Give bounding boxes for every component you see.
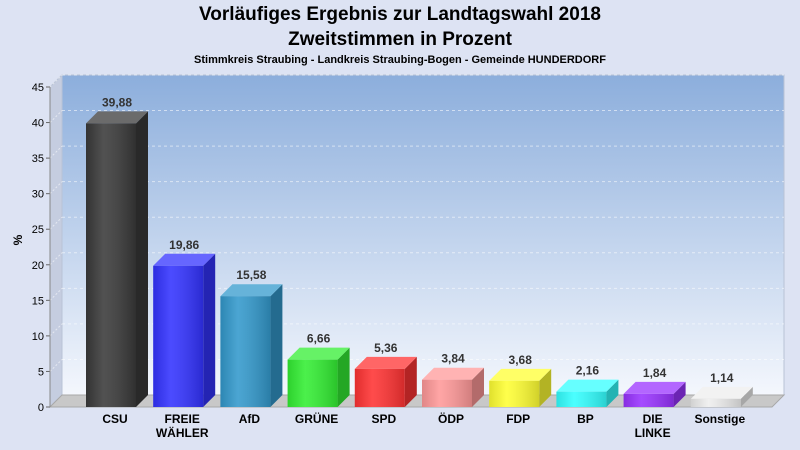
gridline-side xyxy=(49,252,63,266)
y-tick-label: 40 xyxy=(32,118,44,130)
bar-top xyxy=(623,381,686,394)
data-label: 15,58 xyxy=(236,268,266,282)
bar-top xyxy=(422,367,484,380)
data-label: 1,84 xyxy=(643,366,667,380)
x-tick-label: BP xyxy=(577,412,594,426)
y-tick-label: 0 xyxy=(38,402,44,414)
left-wall xyxy=(49,73,63,409)
x-tick-label-line: CSU xyxy=(102,412,127,426)
bar-top xyxy=(287,347,350,360)
y-tick-label: 5 xyxy=(38,366,44,378)
bar-shading xyxy=(153,265,204,407)
data-label: 3,68 xyxy=(509,353,533,367)
y-tick-label: 10 xyxy=(32,331,44,343)
x-tick-label-line: ÖDP xyxy=(438,411,464,426)
y-tick-label: 30 xyxy=(32,189,44,201)
x-tick-label: AfD xyxy=(239,412,261,426)
y-tick-label: 45 xyxy=(32,82,44,94)
bar-4 xyxy=(287,347,350,407)
bar-top xyxy=(690,386,753,399)
gridline-side xyxy=(49,323,63,337)
chart-subtitle: Zweitstimmen in Prozent xyxy=(288,29,512,50)
data-label: 6,66 xyxy=(307,332,331,346)
x-tick-label-line: Sonstige xyxy=(694,412,745,426)
x-tick-label-line: GRÜNE xyxy=(295,411,338,426)
x-tick-label: GRÜNE xyxy=(295,411,338,426)
x-tick-label-line: BP xyxy=(577,412,594,426)
bar-shading xyxy=(354,368,405,407)
bar-shading xyxy=(489,380,540,407)
bar-6 xyxy=(422,367,484,407)
gridline-side xyxy=(49,216,63,230)
bar-top xyxy=(354,356,417,369)
x-tick-label-line: DIE xyxy=(643,412,663,426)
bar-shading xyxy=(422,379,472,407)
bar-3 xyxy=(220,284,283,407)
gridline-side xyxy=(49,74,63,88)
data-label: 2,16 xyxy=(576,364,600,378)
chart-caption: Stimmkreis Straubing - Landkreis Straubi… xyxy=(194,54,606,66)
bar-2 xyxy=(153,253,216,407)
bar-top xyxy=(489,368,552,381)
bar-side xyxy=(404,356,417,407)
x-tick-label: SPD xyxy=(371,412,396,426)
data-label: 5,36 xyxy=(374,341,398,355)
gridline-side xyxy=(49,110,63,123)
y-tick-label: 20 xyxy=(32,260,44,272)
x-tick-label-line: AfD xyxy=(239,412,261,426)
x-tick-label: CSU xyxy=(102,412,127,426)
bar-side xyxy=(337,347,350,407)
bar-side xyxy=(472,367,484,407)
bar-top xyxy=(153,253,216,266)
gridline-side xyxy=(49,181,63,195)
gridline-side xyxy=(49,359,63,372)
x-tick-label-line: SPD xyxy=(371,412,396,426)
x-tick-label: FDP xyxy=(506,412,530,426)
data-label: 1,14 xyxy=(710,371,734,385)
bar-8 xyxy=(556,379,619,407)
y-tick-label: 35 xyxy=(32,153,44,165)
bar-7 xyxy=(489,368,552,407)
x-tick-label-line: WÄHLER xyxy=(156,425,209,440)
bar-side xyxy=(740,386,753,407)
bar-top xyxy=(220,284,283,297)
data-label: 19,86 xyxy=(169,238,199,252)
bar-10 xyxy=(690,386,753,407)
x-tick-label-line: FDP xyxy=(506,412,530,426)
bar-5 xyxy=(354,356,417,407)
x-tick-label-line: FREIE xyxy=(165,412,200,426)
x-tick-label-line: LINKE xyxy=(635,426,671,440)
gridline-side xyxy=(49,145,63,159)
bar-shading xyxy=(690,398,741,407)
y-tick-label: 25 xyxy=(32,224,44,236)
bar-side xyxy=(203,253,216,407)
data-label: 39,88 xyxy=(102,95,132,109)
gridline-side xyxy=(49,287,63,301)
bar-shading xyxy=(86,123,136,408)
y-tick-label: 15 xyxy=(32,295,44,307)
bar-side xyxy=(606,379,619,407)
x-tick-label: DIE LINKE xyxy=(635,412,671,440)
bar-side xyxy=(673,381,686,407)
x-tick-label: FREIE WÄHLER xyxy=(156,412,209,440)
bar-side xyxy=(270,284,283,407)
bar-shading xyxy=(220,296,271,407)
bar-shading xyxy=(623,393,674,407)
bar-side xyxy=(539,368,552,407)
bar-shading xyxy=(287,359,338,407)
bar-top xyxy=(86,111,148,124)
x-tick-label: ÖDP xyxy=(438,411,464,426)
chart-title: Vorläufiges Ergebnis zur Landtagswahl 20… xyxy=(199,4,601,25)
bar-9 xyxy=(623,381,686,407)
bar-top xyxy=(556,379,619,392)
data-label: 3,84 xyxy=(441,352,465,366)
x-tick-label: Sonstige xyxy=(694,412,745,426)
y-axis-label: % xyxy=(11,234,25,245)
bar-side xyxy=(136,111,148,408)
bar-1 xyxy=(86,111,148,408)
bar-shading xyxy=(556,391,607,407)
